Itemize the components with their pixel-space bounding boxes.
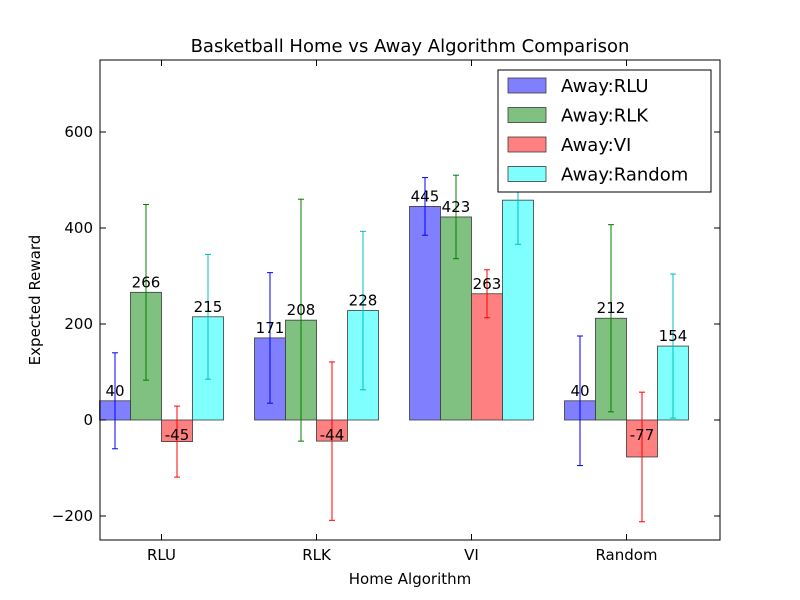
legend-swatch xyxy=(507,166,547,182)
x-axis-title: Home Algorithm xyxy=(349,570,472,588)
y-tick-label: 400 xyxy=(64,219,93,237)
data-label: 266 xyxy=(132,273,161,291)
legend-label: Away:VI xyxy=(561,135,631,156)
x-tick-label: RLK xyxy=(302,546,332,564)
plot-area: 40 171 445 40 266 208 423 212 -45 -44 263 -77 215 228… xyxy=(52,59,721,564)
plot-frame xyxy=(99,59,721,541)
y-tick-label: 600 xyxy=(64,123,93,141)
data-label: 40 xyxy=(105,382,124,400)
data-label: 445 xyxy=(411,187,440,205)
legend-swatch xyxy=(507,136,547,153)
data-label: 228 xyxy=(349,292,378,310)
bar xyxy=(409,205,441,421)
data-label: 215 xyxy=(194,298,223,316)
chart-title: Basketball Home vs Away Algorithm Compar… xyxy=(191,36,630,57)
data-label: 423 xyxy=(442,198,471,216)
y-tick-label: 200 xyxy=(64,315,93,333)
y-axis-title: Expected Reward xyxy=(26,235,44,366)
legend-label: Away:Random xyxy=(561,165,688,186)
legend-swatch xyxy=(507,107,547,123)
data-label: 212 xyxy=(597,299,626,317)
data-label: 40 xyxy=(570,382,589,400)
x-tick-label: RLU xyxy=(147,546,176,564)
x-tick-label: VI xyxy=(464,546,479,564)
data-label: -45 xyxy=(165,426,190,444)
data-label: 263 xyxy=(473,275,502,293)
legend: Away:RLU Away:RLK Away:VI Away:Random xyxy=(497,69,712,193)
legend-label: Away:RLK xyxy=(561,106,649,127)
data-label: -44 xyxy=(320,426,345,444)
data-label: 171 xyxy=(256,319,285,337)
data-label: 154 xyxy=(659,327,688,345)
legend-label: Away:RLU xyxy=(561,76,649,97)
y-tick-label: −200 xyxy=(52,507,93,525)
y-tick-label: 0 xyxy=(83,411,93,429)
legend-swatch xyxy=(507,77,547,94)
data-label: 208 xyxy=(287,301,316,319)
x-tick-label: Random xyxy=(595,546,657,564)
data-label: -77 xyxy=(630,426,655,444)
